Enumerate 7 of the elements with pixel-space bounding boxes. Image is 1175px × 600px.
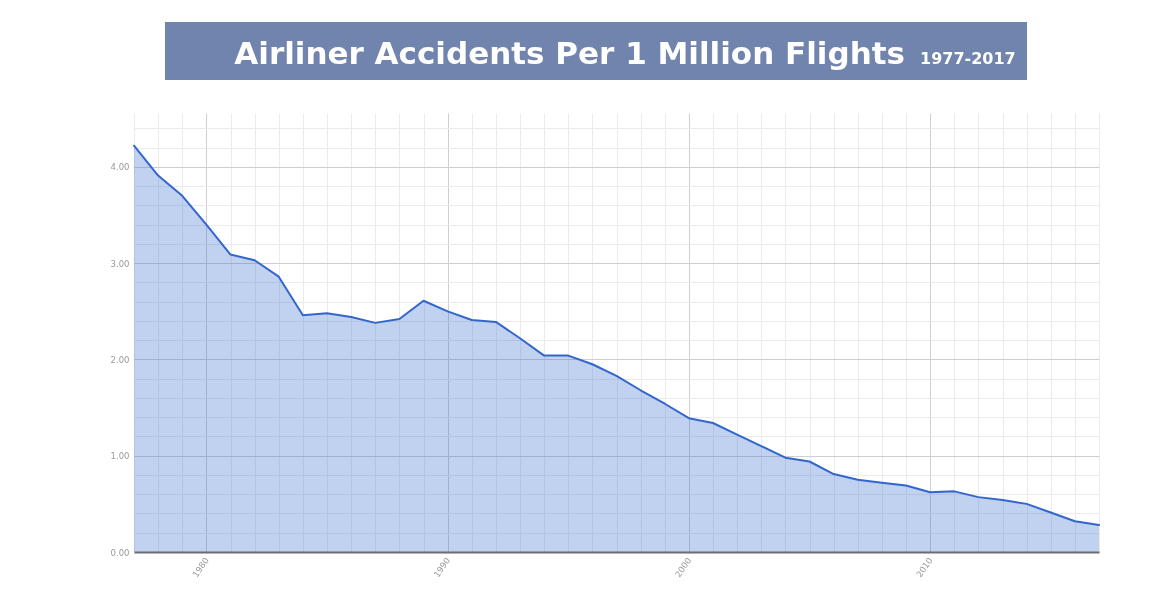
y-tick-label: 4.00	[110, 162, 130, 173]
y-tick-label: 3.00	[110, 258, 130, 269]
y-tick-label: 2.00	[110, 354, 130, 365]
chart-subtitle: 1977-2017	[920, 49, 1016, 68]
chart-title: Airliner Accidents Per 1 Million Flights	[234, 35, 905, 71]
y-tick-label: 1.00	[110, 451, 130, 462]
y-tick-label: 0.00	[110, 547, 130, 558]
